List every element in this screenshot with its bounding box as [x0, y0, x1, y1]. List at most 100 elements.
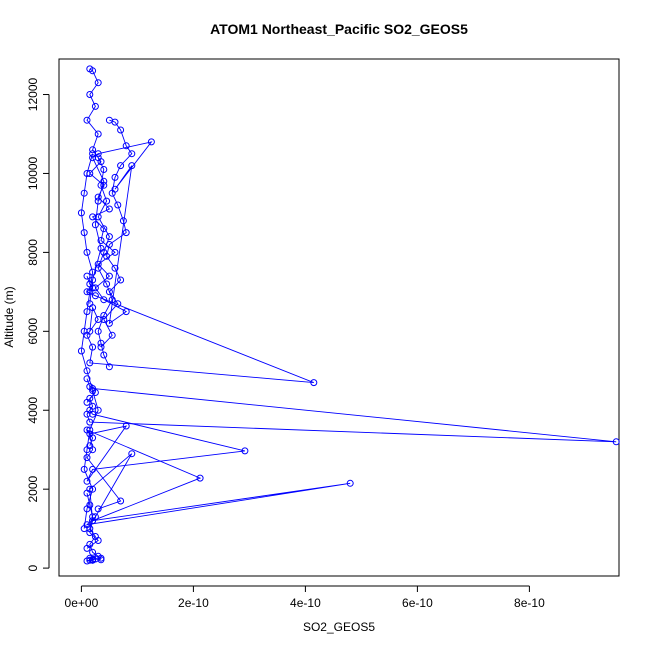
x-axis-label: SO2_GEOS5 — [303, 620, 375, 634]
data-point — [128, 150, 136, 158]
data-point — [117, 126, 125, 134]
data-point — [94, 193, 102, 201]
data-point — [89, 304, 97, 312]
data-point — [83, 272, 91, 280]
data-point — [80, 229, 88, 237]
data-point — [94, 213, 102, 221]
x-tick-label: 0e+00 — [65, 596, 99, 610]
data-point — [89, 67, 97, 75]
y-tick-label: 4000 — [26, 397, 40, 424]
data-point — [83, 375, 91, 383]
data-point — [89, 556, 97, 564]
data-point — [100, 225, 108, 233]
data-point — [128, 450, 136, 458]
data-point — [111, 173, 119, 181]
series-line-9 — [97, 157, 113, 367]
series-line-7 — [100, 119, 133, 348]
series-layer — [77, 65, 620, 565]
data-point — [105, 205, 113, 213]
data-point — [114, 201, 122, 209]
data-point — [86, 359, 94, 367]
data-point — [147, 138, 155, 146]
data-point — [111, 248, 119, 256]
data-point — [83, 398, 91, 406]
series-line-2 — [86, 275, 314, 384]
data-point — [80, 327, 88, 335]
data-point — [83, 489, 91, 497]
data-point — [94, 79, 102, 87]
data-point — [83, 170, 91, 177]
data-point — [94, 264, 102, 272]
data-point — [105, 319, 113, 327]
data-point — [346, 479, 354, 487]
x-axis: 0e+00 2e-10 4e-10 6e-10 8e-10 — [65, 585, 545, 610]
x-tick-label: 8e-10 — [514, 596, 545, 610]
data-point — [83, 367, 91, 375]
data-point — [310, 379, 318, 387]
y-tick-label: 2000 — [26, 476, 40, 503]
data-point — [77, 347, 85, 355]
data-point — [80, 465, 88, 473]
y-axis: 0 2000 4000 6000 8000 10000 12000 — [26, 78, 50, 571]
data-point — [89, 485, 97, 493]
data-point — [89, 465, 97, 473]
data-point — [86, 288, 94, 296]
y-tick-label: 12000 — [26, 78, 40, 112]
data-point — [86, 91, 94, 98]
data-point — [89, 150, 97, 158]
y-tick-label: 0 — [26, 564, 40, 571]
data-point — [241, 447, 249, 455]
y-tick-label: 6000 — [26, 318, 40, 345]
data-point — [83, 116, 91, 124]
data-point — [103, 197, 111, 205]
data-point — [97, 181, 105, 189]
data-point — [196, 474, 204, 482]
data-point — [83, 505, 91, 513]
data-point — [108, 296, 116, 304]
data-point — [111, 118, 119, 126]
data-point — [100, 166, 108, 173]
data-point — [103, 280, 111, 288]
data-point — [97, 556, 105, 564]
data-point — [100, 296, 108, 304]
data-point — [86, 426, 94, 434]
data-point — [122, 142, 130, 150]
data-point — [122, 422, 130, 430]
data-point — [94, 197, 102, 205]
data-point — [117, 497, 125, 505]
data-point — [80, 525, 88, 533]
data-point — [105, 363, 113, 371]
data-point — [97, 237, 105, 244]
data-point — [100, 248, 108, 256]
plot-frame — [58, 58, 620, 577]
data-point — [105, 288, 113, 296]
series-line-5 — [85, 428, 351, 549]
data-point — [83, 446, 91, 454]
x-tick-label: 4e-10 — [290, 596, 321, 610]
chart-title: ATOM1 Northeast_Pacific SO2_GEOS5 — [210, 21, 468, 37]
data-point — [122, 229, 130, 237]
data-point — [94, 154, 102, 162]
data-point — [89, 434, 97, 442]
data-point — [83, 477, 91, 485]
data-point — [89, 146, 97, 154]
data-point — [89, 513, 97, 521]
x-tick-label: 6e-10 — [402, 596, 433, 610]
data-point — [89, 410, 97, 418]
data-point — [86, 540, 94, 548]
data-point — [612, 438, 620, 446]
data-point — [94, 406, 102, 414]
y-axis-label: Altitude (m) — [2, 286, 16, 347]
data-point — [91, 533, 99, 540]
data-point — [100, 351, 108, 359]
y-tick-label: 10000 — [26, 156, 40, 190]
data-point — [91, 102, 99, 110]
data-point — [83, 308, 91, 316]
data-point — [114, 300, 122, 308]
data-point — [105, 233, 113, 241]
data-point — [83, 454, 91, 462]
data-point — [108, 189, 116, 197]
data-point — [100, 312, 108, 319]
data-point — [94, 130, 102, 138]
